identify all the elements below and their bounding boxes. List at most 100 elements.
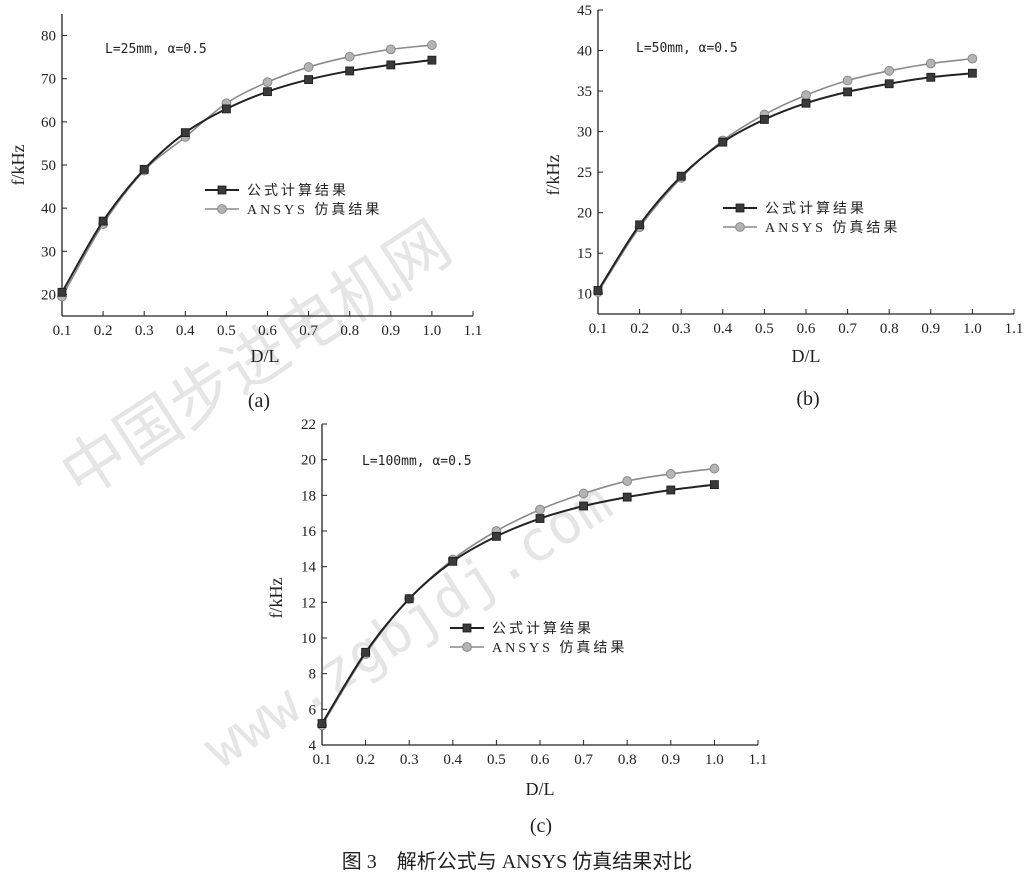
legend: 公式计算结果 ANSYS 仿真结果 <box>723 201 900 236</box>
legend: 公式计算结果 ANSYS 仿真结果 <box>450 621 627 656</box>
data-point <box>760 115 769 124</box>
data-point <box>180 128 190 138</box>
y-tick-label: 12 <box>301 595 316 611</box>
y-tick-label: 22 <box>301 417 316 433</box>
x-tick-label: 0.3 <box>672 321 691 337</box>
x-tick-label: 0.4 <box>443 752 462 768</box>
x-tick-label: 1.1 <box>1005 321 1024 337</box>
legend-marker <box>462 623 472 633</box>
series-line <box>321 483 715 725</box>
x-tick-label: 0.5 <box>755 321 774 337</box>
x-tick-label: 0.7 <box>299 323 318 339</box>
y-tick-label: 20 <box>577 206 592 222</box>
series-line <box>61 44 432 297</box>
data-point <box>578 488 589 499</box>
data-point <box>926 72 936 82</box>
y-tick-label: 16 <box>301 524 317 540</box>
legend-label: 公式计算结果 <box>492 621 594 637</box>
panel-label: (b) <box>796 388 819 410</box>
series-0 <box>57 55 437 297</box>
y-tick-label: 8 <box>309 667 317 683</box>
data-point <box>98 216 108 226</box>
y-tick-label: 20 <box>41 287 56 303</box>
y-axis-label: f/kHz <box>543 154 563 195</box>
x-tick-label: 1.0 <box>423 323 442 339</box>
x-tick-label: 0.2 <box>94 323 113 339</box>
panel-label: (a) <box>248 390 270 412</box>
data-point <box>262 77 273 88</box>
data-point <box>361 647 371 657</box>
y-tick-label: 30 <box>41 244 56 260</box>
legend: 公式计算结果 ANSYS 仿真结果 <box>205 183 382 218</box>
y-tick-label: 10 <box>577 287 592 303</box>
x-tick-label: 0.8 <box>340 323 359 339</box>
data-point <box>622 476 633 486</box>
series-line <box>597 72 973 292</box>
y-tick-label: 40 <box>41 201 56 217</box>
legend-label: 公式计算结果 <box>247 183 349 199</box>
data-point <box>385 44 396 55</box>
y-tick-label: 18 <box>301 488 316 504</box>
series-0 <box>317 480 719 728</box>
y-tick-label: 20 <box>301 453 316 469</box>
x-tick-label: 1.1 <box>464 323 483 339</box>
x-tick-label: 0.5 <box>487 752 506 768</box>
y-tick-label: 30 <box>577 125 592 141</box>
figure-caption: 图 3 解析公式与 ANSYS 仿真结果对比 <box>342 850 693 873</box>
x-tick-label: 0.3 <box>135 323 154 339</box>
series-0 <box>593 68 977 295</box>
condition-annotation: L=100mm, α=0.5 <box>362 454 472 469</box>
y-tick-label: 4 <box>309 738 317 754</box>
data-point <box>535 504 545 515</box>
data-point <box>491 531 501 541</box>
x-tick-label: 0.8 <box>618 752 637 768</box>
data-point <box>709 463 720 474</box>
y-tick-label: 15 <box>577 246 592 262</box>
y-tick-label: 80 <box>41 29 56 45</box>
x-tick-label: 0.1 <box>53 323 72 339</box>
x-axis-label: D/L <box>792 346 821 366</box>
x-tick-label: 0.4 <box>713 321 732 337</box>
x-tick-label: 0.5 <box>217 323 236 339</box>
y-tick-label: 60 <box>41 115 56 131</box>
chart-a: 0.1 0.2 0.3 0.4 0.5 0.6 0.7 0.8 0.9 1.0 1.1 20 30 40 5… <box>8 14 482 412</box>
data-point <box>968 68 977 78</box>
data-point <box>622 492 632 502</box>
data-point <box>666 485 676 495</box>
data-point <box>665 469 676 479</box>
data-point <box>801 98 811 108</box>
y-tick-label: 10 <box>301 631 316 647</box>
x-tick-label: 0.7 <box>574 752 593 768</box>
data-point <box>448 556 458 566</box>
x-tick-label: 0.2 <box>630 321 649 337</box>
x-tick-label: 0.1 <box>313 752 332 768</box>
data-point <box>427 55 437 65</box>
series-line <box>321 467 715 726</box>
x-tick-label: 0.1 <box>589 321 608 337</box>
data-point <box>801 90 811 101</box>
x-tick-label: 0.7 <box>838 321 857 337</box>
y-tick-label: 35 <box>577 84 592 100</box>
data-point <box>710 480 719 490</box>
legend-marker <box>217 185 227 195</box>
series-line <box>61 59 433 293</box>
condition-annotation: L=50mm, α=0.5 <box>636 41 738 56</box>
series-1 <box>317 463 720 731</box>
data-point <box>884 65 895 76</box>
x-tick-label: 0.6 <box>531 752 550 768</box>
x-tick-label: 0.9 <box>661 752 680 768</box>
legend-label: ANSYS 仿真结果 <box>765 220 900 236</box>
chart-c: 0.1 0.2 0.3 0.4 0.5 0.6 0.7 0.8 0.9 1.0 1.1 4 6 8 10 12… <box>266 417 767 837</box>
y-tick-label: 45 <box>577 3 592 19</box>
data-point <box>676 171 686 181</box>
data-point <box>344 51 355 62</box>
legend-label: ANSYS 仿真结果 <box>492 640 627 656</box>
legend-label: ANSYS 仿真结果 <box>247 202 382 218</box>
data-point <box>221 104 231 114</box>
data-point <box>303 62 314 72</box>
y-tick-label: 70 <box>41 72 56 88</box>
x-tick-label: 0.3 <box>400 752 419 768</box>
x-tick-label: 1.0 <box>705 752 724 768</box>
legend-marker <box>735 222 745 232</box>
